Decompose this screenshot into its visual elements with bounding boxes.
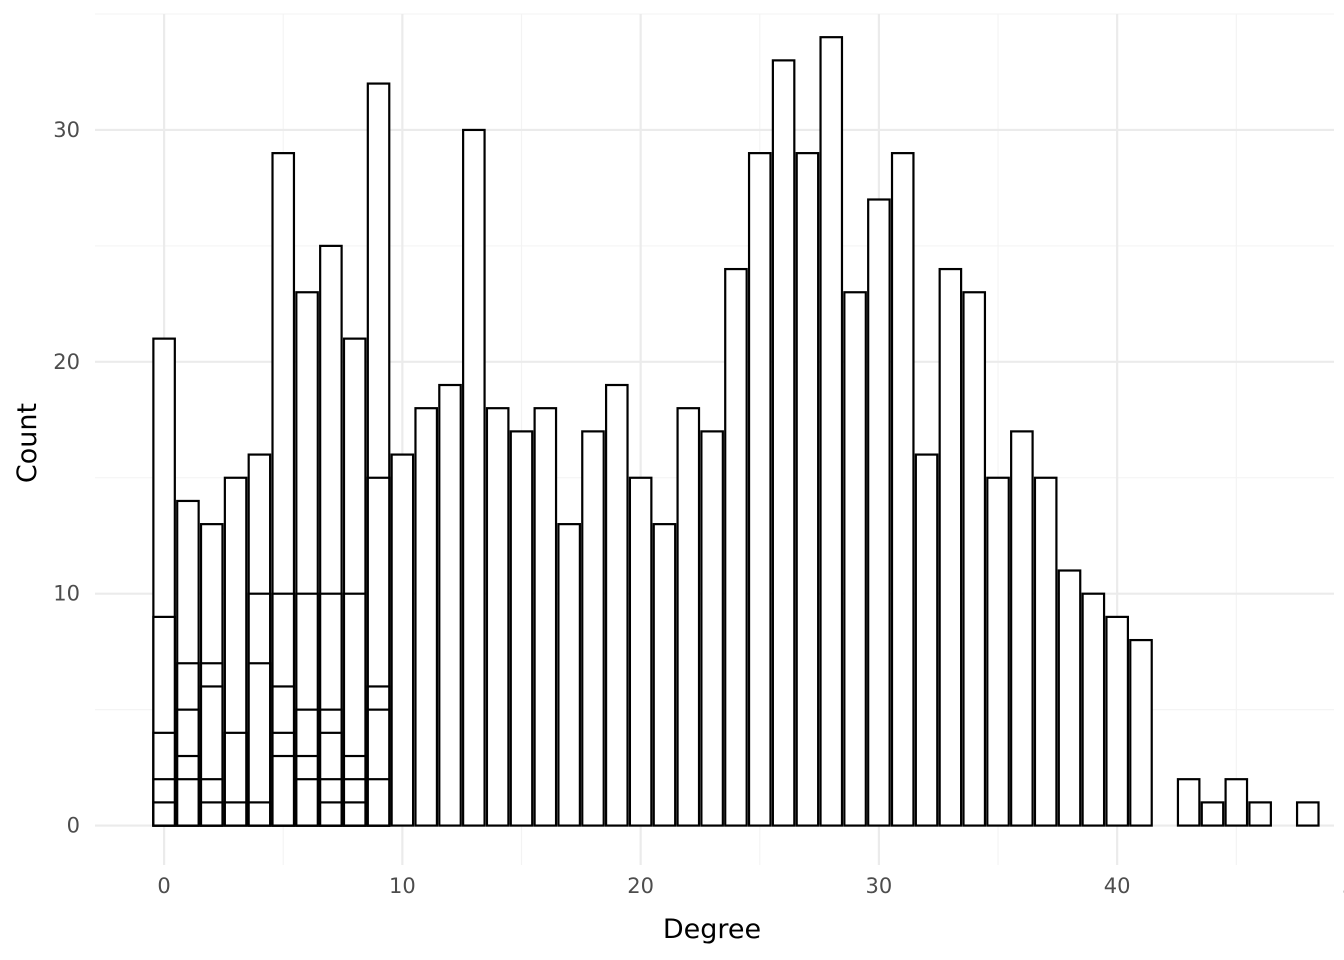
histogram-bar (1081, 592, 1106, 827)
histogram-bar (628, 476, 653, 827)
histogram-bar (247, 662, 272, 827)
histogram-bar (747, 152, 772, 827)
histogram-bar (1295, 801, 1320, 827)
histogram-bar (819, 36, 844, 827)
histogram-bar (176, 778, 200, 827)
histogram-bar (1224, 778, 1249, 827)
histogram-bar (986, 476, 1010, 827)
histogram-bar (700, 430, 724, 827)
x-axis-ticks: 0 10 20 30 40 50 (157, 874, 1344, 898)
histogram-bar (1176, 778, 1201, 827)
histogram-bar (509, 430, 534, 827)
histogram-bar (414, 407, 439, 827)
histogram-bar (366, 778, 391, 827)
x-tick-label: 30 (866, 874, 893, 898)
histogram-bar (199, 801, 224, 827)
histogram-bar (1010, 430, 1034, 827)
histogram-bar (1248, 801, 1272, 827)
histogram-bar (604, 383, 629, 827)
x-axis-title: Degree (663, 914, 761, 945)
y-tick-label: 30 (53, 118, 80, 142)
y-axis-ticks: 0 10 20 30 (53, 118, 80, 838)
histogram-bar (1033, 476, 1058, 827)
x-tick-label: 50 (1342, 874, 1344, 898)
histogram-bar (390, 453, 415, 827)
histogram-bar (1200, 801, 1225, 827)
histogram-bar (533, 407, 558, 827)
histogram-bar (342, 801, 367, 827)
histogram-bar (652, 523, 677, 827)
histogram-bar (1105, 615, 1129, 827)
histogram-bar (223, 801, 248, 827)
histogram-bar (724, 267, 748, 827)
histogram-bar (938, 267, 963, 827)
histogram-bar (676, 407, 701, 827)
y-axis-title: Count (12, 403, 43, 483)
histogram-bar (462, 128, 486, 827)
histogram-bar (867, 198, 891, 827)
histogram-bar (295, 778, 319, 827)
histogram-bar (914, 453, 939, 827)
histogram-bar (485, 407, 510, 827)
histogram-bar (271, 754, 296, 827)
histogram-bars (152, 36, 1320, 827)
histogram-bar (319, 801, 343, 827)
histogram-bar (581, 430, 605, 827)
histogram-bar (247, 801, 272, 827)
x-tick-label: 40 (1104, 874, 1131, 898)
x-tick-label: 10 (389, 874, 416, 898)
y-tick-label: 20 (53, 350, 80, 374)
histogram-bar (1057, 569, 1082, 827)
y-tick-label: 10 (53, 582, 80, 606)
histogram-bar (962, 291, 987, 827)
histogram-bar (795, 152, 820, 827)
x-tick-label: 20 (627, 874, 654, 898)
histogram-bar (843, 291, 867, 827)
x-tick-label: 0 (157, 874, 170, 898)
histogram-bar (557, 523, 581, 827)
y-tick-label: 0 (67, 814, 80, 838)
histogram-bar (890, 152, 915, 827)
histogram-bar (152, 801, 176, 827)
histogram-bar (438, 383, 462, 827)
histogram-bar (1129, 638, 1153, 827)
histogram-bar (771, 59, 796, 827)
